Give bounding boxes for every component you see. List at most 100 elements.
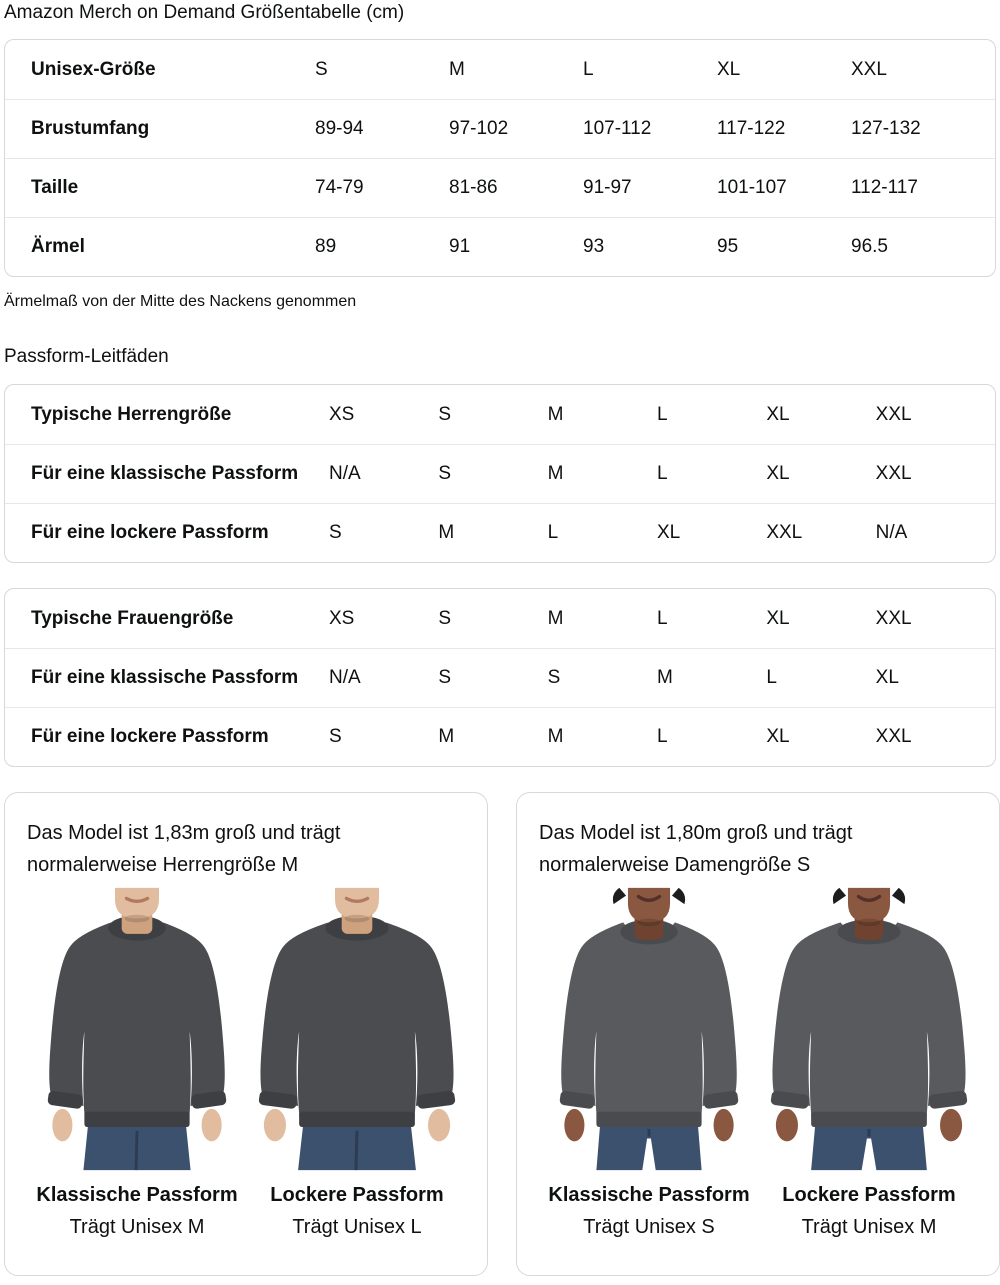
size-cell: N/A: [329, 667, 361, 688]
row-label: Taille: [31, 177, 79, 198]
row-label: Für eine lockere Passform: [31, 522, 269, 543]
wears-label: Trägt Unisex L: [292, 1216, 422, 1238]
size-cell: 89: [315, 236, 337, 257]
size-cell: 107-112: [583, 118, 652, 139]
size-cell: L: [583, 58, 594, 80]
row-label: Ärmel: [31, 236, 85, 257]
size-cell: XS: [329, 403, 355, 425]
fit-label: Lockere Passform: [270, 1184, 444, 1206]
model-figures: Klassische Passform Trägt Unisex M: [27, 887, 467, 1239]
size-cell: XXL: [875, 726, 912, 747]
model-description: Das Model ist 1,83m groß und trägt norma…: [27, 822, 341, 876]
size-cell: 91: [449, 236, 471, 257]
size-cell: M: [547, 607, 564, 629]
size-cell: XL: [657, 522, 681, 543]
size-cell: 97-102: [449, 118, 509, 139]
mens-model-card: Das Model ist 1,83m groß und trägt norma…: [4, 792, 488, 1276]
table-row: Brustumfang 89-94 97-102 107-112 117-122…: [5, 99, 995, 158]
table-row: Unisex-Größe S M L XL XXL: [5, 40, 995, 99]
size-cell: XXL: [875, 463, 912, 484]
male-model-loose-fit-photo: [258, 887, 456, 1171]
size-cell: 127-132: [851, 118, 921, 139]
size-cell: M: [547, 463, 564, 484]
table-row: Für eine lockere Passform S M L XL XXL N…: [5, 503, 995, 562]
table-row: Typische Frauengröße XS S M L XL XXL: [5, 589, 995, 648]
size-cell: S: [315, 58, 328, 80]
size-cell: 74-79: [315, 177, 364, 198]
size-cell: XL: [875, 667, 899, 688]
womens-fit-guide-table: Typische Frauengröße XS S M L XL XXL Für…: [4, 588, 996, 767]
male-model-classic-fit-photo: [47, 887, 227, 1171]
size-cell: 91-97: [583, 177, 632, 198]
size-cell: S: [329, 726, 342, 747]
row-label: Für eine klassische Passform: [31, 463, 299, 484]
figure-loose-fit: Lockere Passform Trägt Unisex L: [247, 887, 467, 1239]
size-cell: L: [766, 667, 777, 688]
row-label: Typische Frauengröße: [31, 607, 234, 629]
model-figures: Klassische Passform Trägt Unisex S: [539, 887, 979, 1239]
size-cell: L: [547, 522, 559, 543]
size-cell: S: [547, 667, 561, 688]
size-cell: XXL: [851, 58, 887, 80]
size-cell: 89-94: [315, 118, 364, 139]
row-label: Unisex-Größe: [31, 58, 156, 80]
row-label: Für eine klassische Passform: [31, 667, 299, 688]
size-cell: 112-117: [851, 177, 918, 198]
womens-model-card: Das Model ist 1,80m groß und trägt norma…: [516, 792, 1000, 1276]
fit-label: Klassische Passform: [548, 1184, 750, 1206]
mens-fit-guide-table: Typische Herrengröße XS S M L XL XXL Für…: [4, 384, 996, 563]
figure-classic-fit: Klassische Passform Trägt Unisex M: [27, 887, 247, 1239]
size-cell: XXL: [875, 607, 912, 629]
sleeve-measurement-note: Ärmelmaß von der Mitte des Nackens genom…: [4, 293, 357, 310]
model-cards: Das Model ist 1,83m groß und trägt norma…: [4, 792, 1000, 1276]
table-row: Für eine klassische Passform N/A S M L X…: [5, 444, 995, 503]
wears-label: Trägt Unisex S: [583, 1216, 715, 1238]
table-row: Taille 74-79 81-86 91-97 101-107 112-117: [5, 158, 995, 217]
size-cell: N/A: [329, 463, 361, 484]
size-cell: L: [657, 403, 668, 425]
fit-label: Klassische Passform: [36, 1184, 238, 1206]
figure-loose-fit: Lockere Passform Trägt Unisex M: [759, 887, 979, 1239]
size-cell: M: [547, 726, 564, 747]
size-cell: XXL: [875, 403, 912, 425]
wears-label: Trägt Unisex M: [69, 1216, 205, 1238]
size-cell: M: [449, 58, 465, 80]
size-cell: XL: [766, 607, 790, 629]
female-model-classic-fit-photo: [559, 887, 739, 1171]
row-label: Für eine lockere Passform: [31, 726, 269, 747]
figure-classic-fit: Klassische Passform Trägt Unisex S: [539, 887, 759, 1239]
fit-guides-heading: Passform-Leitfäden: [4, 346, 169, 367]
fit-label: Lockere Passform: [782, 1184, 956, 1206]
size-cell: S: [438, 403, 452, 425]
page-title: Amazon Merch on Demand Größentabelle (cm…: [4, 2, 405, 23]
model-description: Das Model ist 1,80m groß und trägt norma…: [539, 822, 853, 876]
size-cell: XL: [766, 726, 790, 747]
size-cell: 81-86: [449, 177, 498, 198]
size-cell: N/A: [875, 522, 908, 543]
size-cell: S: [329, 522, 342, 543]
size-cell: L: [657, 607, 668, 629]
size-cell: XL: [766, 403, 790, 425]
cards-spacer: [4, 767, 996, 792]
row-label: Typische Herrengröße: [31, 403, 232, 425]
table-row: Typische Herrengröße XS S M L XL XXL: [5, 385, 995, 444]
size-cell: L: [657, 726, 668, 747]
table-row: Ärmel 89 91 93 95 96.5: [5, 217, 995, 276]
size-cell: 96.5: [851, 236, 888, 257]
size-cell: XL: [717, 58, 741, 80]
table-row: Für eine klassische Passform N/A S S M L…: [5, 648, 995, 707]
size-cell: L: [657, 463, 668, 484]
size-cell: 101-107: [717, 177, 787, 198]
size-cell: XXL: [766, 522, 803, 543]
size-cell: 93: [583, 236, 605, 257]
row-label: Brustumfang: [31, 118, 150, 139]
size-cell: M: [547, 403, 564, 425]
wears-label: Trägt Unisex M: [801, 1216, 937, 1238]
female-model-loose-fit-photo: [770, 887, 968, 1171]
size-cell: S: [438, 463, 452, 484]
size-cell: XL: [766, 463, 790, 484]
size-cell: 117-122: [717, 118, 786, 139]
size-cell: S: [438, 607, 452, 629]
table-row: Für eine lockere Passform S M M L XL XXL: [5, 707, 995, 766]
